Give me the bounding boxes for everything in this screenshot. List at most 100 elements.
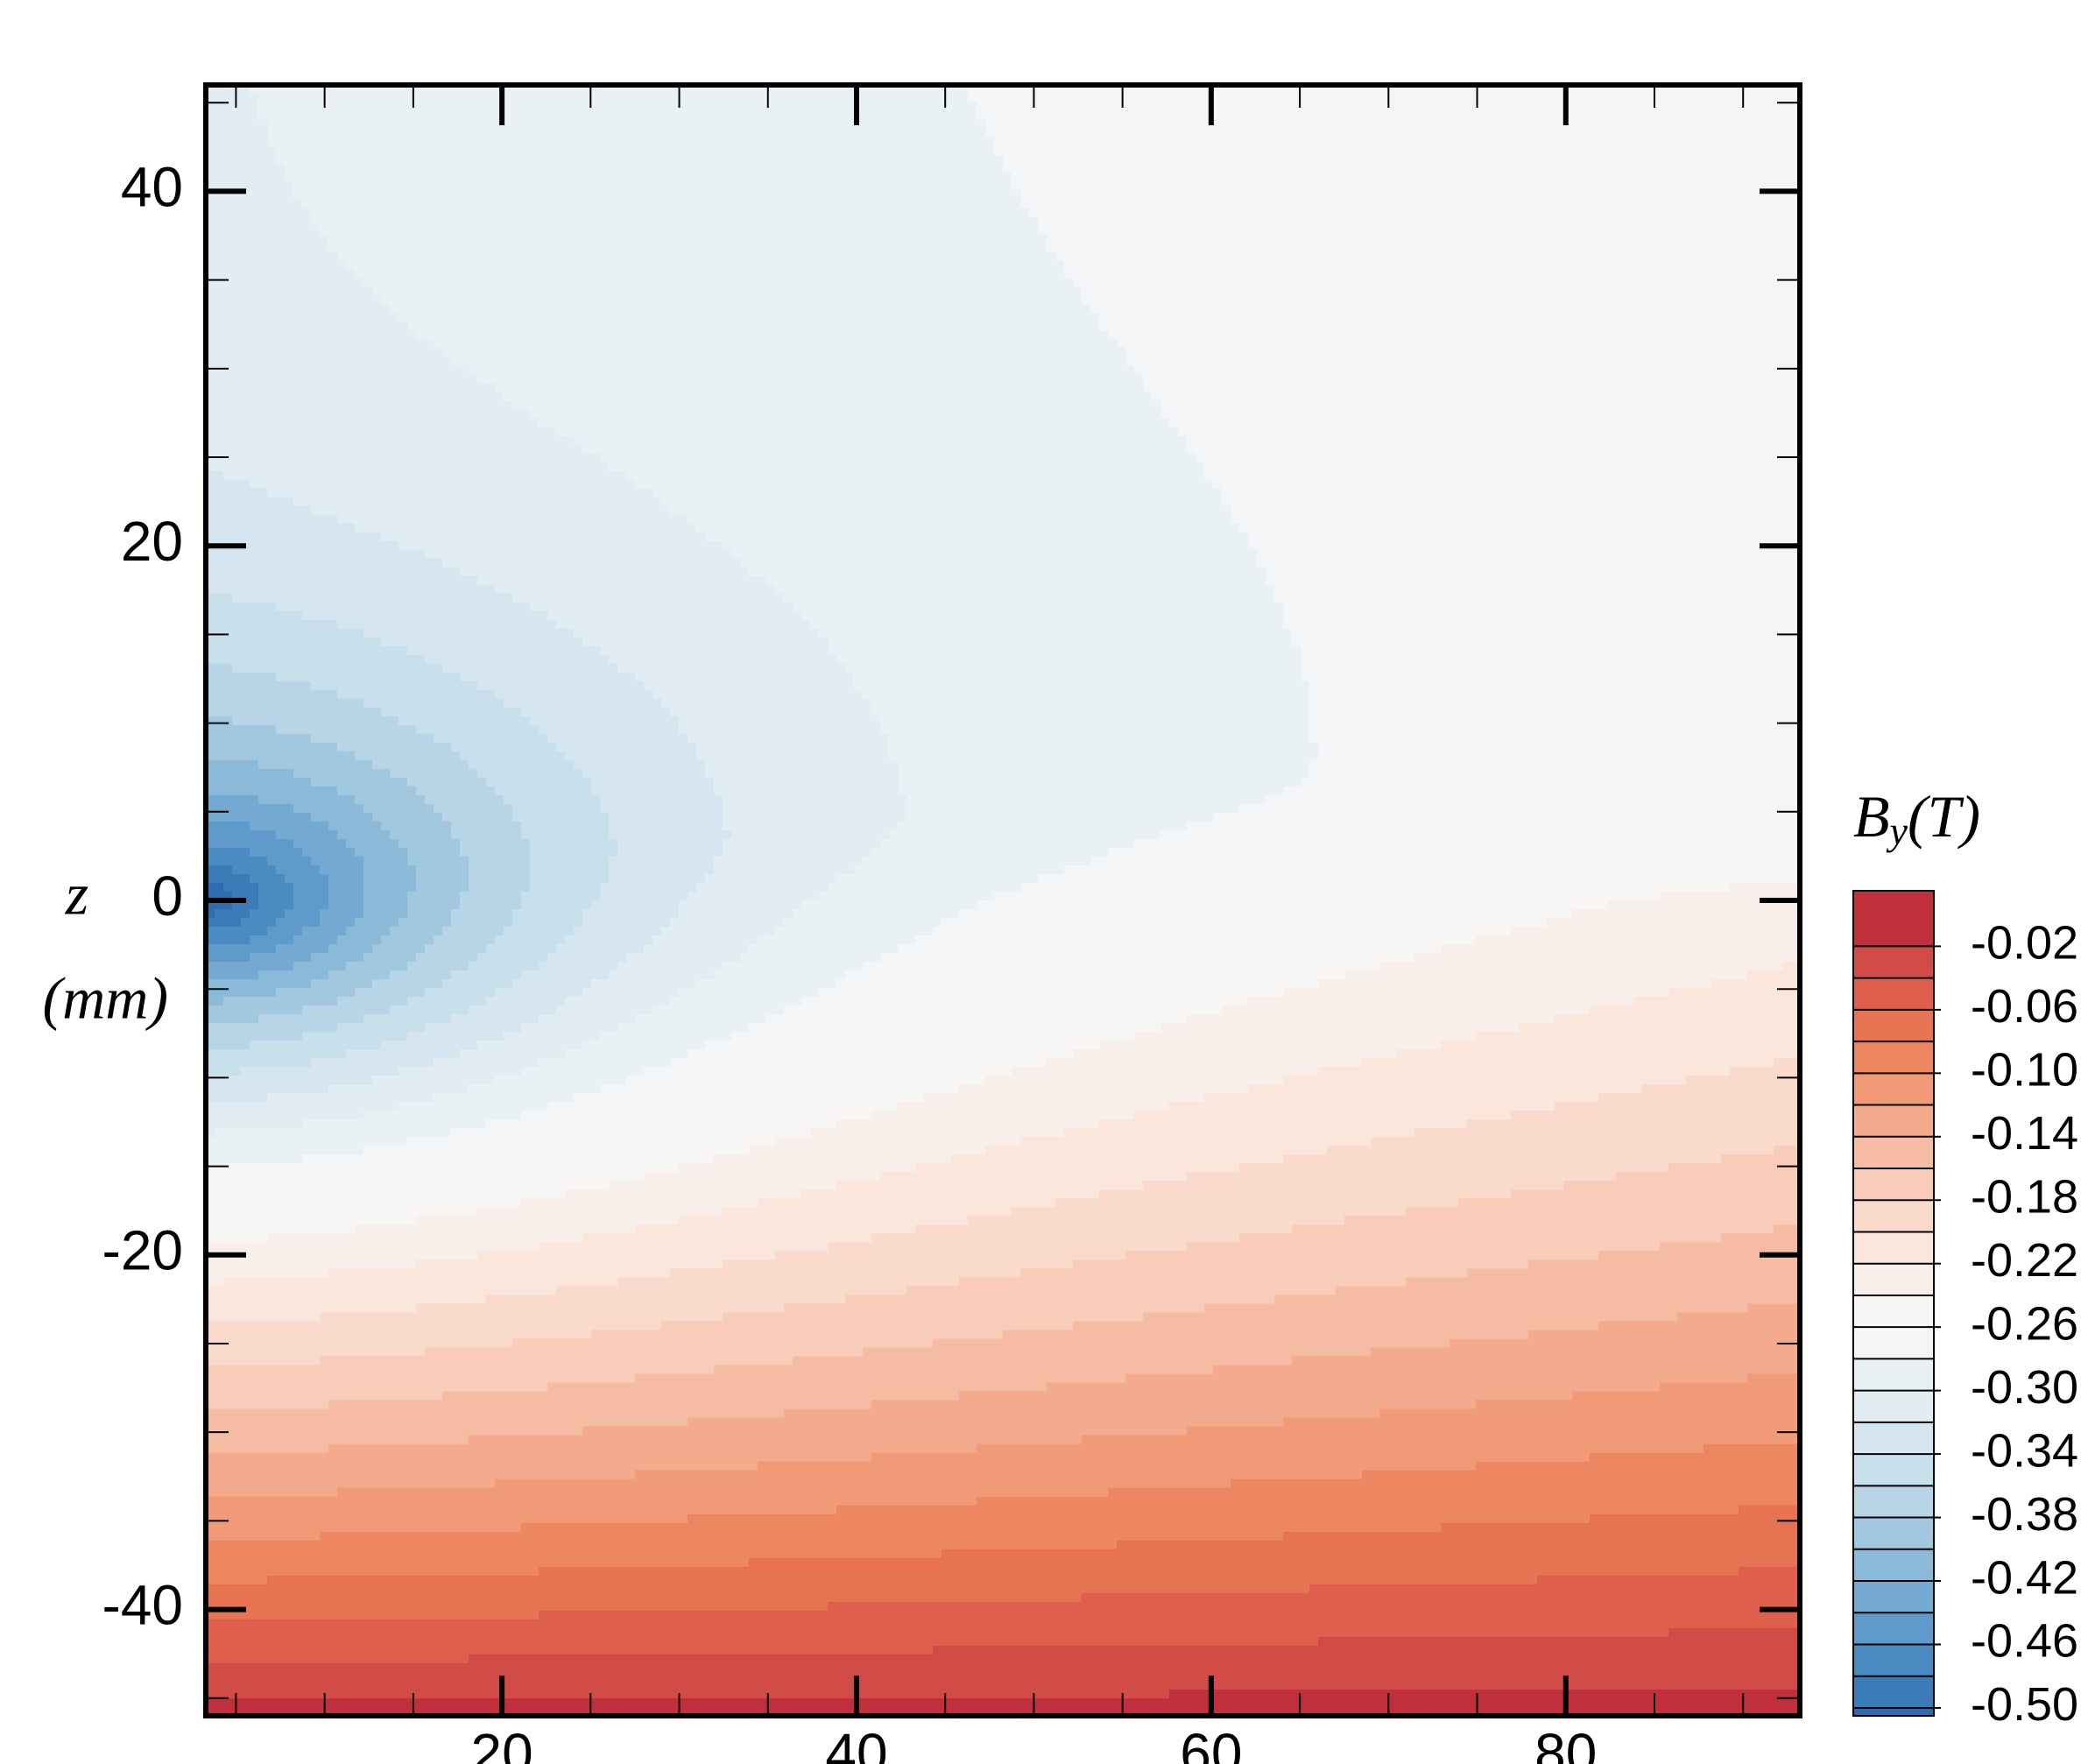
contour-band (775, 584, 1275, 595)
contour-band (880, 716, 1310, 726)
contour-band (302, 1005, 391, 1015)
contour-band (915, 1023, 1161, 1033)
contour-band (258, 759, 373, 770)
contour-band (215, 1198, 522, 1209)
contour-band (206, 505, 312, 516)
contour-band (828, 637, 1293, 647)
contour-band (302, 927, 347, 936)
contour-band (1134, 1111, 1512, 1121)
contour-band (469, 1435, 1083, 1445)
contour-band (1248, 997, 1634, 1006)
contour-band (828, 1058, 1048, 1068)
contour-band (206, 1032, 303, 1041)
contour-band (565, 997, 671, 1006)
contour-band (381, 1181, 610, 1191)
contour-band (477, 681, 645, 691)
contour-band (801, 997, 986, 1006)
contour-band (1379, 1408, 1801, 1419)
contour-band (276, 146, 995, 156)
contour-band (1774, 1058, 1801, 1068)
contour-band (836, 874, 1039, 884)
contour-band (1029, 979, 1319, 989)
contour-band (1187, 1014, 1555, 1024)
contour-band (215, 909, 250, 919)
contour-band (1047, 243, 1801, 252)
contour-band (836, 1119, 1100, 1130)
contour-band (1318, 1636, 1801, 1647)
contour-band (337, 935, 382, 945)
contour-band (784, 1303, 1205, 1314)
contour-band (854, 865, 1065, 875)
contour-band (460, 900, 522, 910)
contour-band (600, 803, 723, 814)
contour-band (591, 777, 715, 787)
contour-band (1169, 1102, 1555, 1111)
contour-band (276, 865, 321, 875)
contour-band (784, 1005, 960, 1015)
contour-band (1537, 1575, 1801, 1585)
contour-band (206, 821, 250, 831)
contour-band (1239, 523, 1801, 533)
contour-band (1309, 716, 1801, 726)
contour-band (723, 540, 1249, 551)
contour-band (311, 979, 373, 989)
contour-band (661, 1321, 1074, 1331)
contour-band (854, 681, 1310, 691)
contour-band (617, 1277, 960, 1288)
contour-band (863, 856, 1091, 866)
contour-band (206, 786, 338, 796)
contour-band (206, 94, 259, 103)
contour-band (1187, 1172, 1617, 1182)
contour-band (600, 453, 1196, 463)
contour-band (460, 838, 531, 849)
contour-band (469, 874, 531, 884)
contour-band (539, 962, 618, 971)
contour-band (591, 1330, 1004, 1340)
colorbar-tick-label: -0.26 (1971, 1297, 2078, 1350)
contour-band (801, 610, 1284, 621)
contour-band (1204, 1303, 1748, 1314)
colorbar-tick-label: -0.10 (1971, 1044, 2078, 1097)
contour-band (1344, 970, 1748, 980)
contour-band (582, 1233, 872, 1244)
contour-band (293, 883, 329, 893)
contour-band (1082, 1435, 1801, 1445)
contour-band (206, 173, 286, 182)
contour-band (206, 593, 233, 603)
colorbar-band (1853, 1073, 1934, 1105)
contour-band (1248, 540, 1801, 551)
contour-band (1187, 444, 1801, 455)
contour-band (1476, 1032, 1801, 1041)
contour-band (232, 593, 513, 603)
contour-band (539, 1058, 671, 1068)
contour-band (801, 1189, 1100, 1200)
contour-band (609, 654, 837, 665)
contour-band (206, 1496, 977, 1506)
contour-band (793, 909, 960, 919)
contour-band (539, 1566, 1739, 1577)
contour-band (206, 927, 268, 936)
contour-band (670, 997, 802, 1006)
contour-band (688, 1514, 1591, 1524)
contour-band (539, 1014, 636, 1024)
contour-band (399, 1102, 548, 1111)
contour-band (845, 1049, 1074, 1059)
contour-band (1117, 1540, 1801, 1550)
contour-band (293, 935, 338, 945)
contour-band (206, 470, 224, 481)
contour-band (1598, 1093, 1801, 1103)
contour-band (372, 286, 1083, 296)
contour-band (206, 979, 312, 989)
contour-band (495, 584, 776, 595)
contour-band (206, 794, 259, 805)
contour-band (206, 462, 610, 472)
contour-band (1301, 777, 1801, 787)
contour-band (574, 759, 706, 770)
contour-band (1213, 1365, 1801, 1375)
contour-band (355, 523, 697, 533)
contour-band (206, 1417, 688, 1428)
contour-band (1196, 453, 1801, 463)
contour-band (1082, 286, 1801, 296)
contour-band (425, 1347, 864, 1358)
contour-band (819, 892, 995, 901)
